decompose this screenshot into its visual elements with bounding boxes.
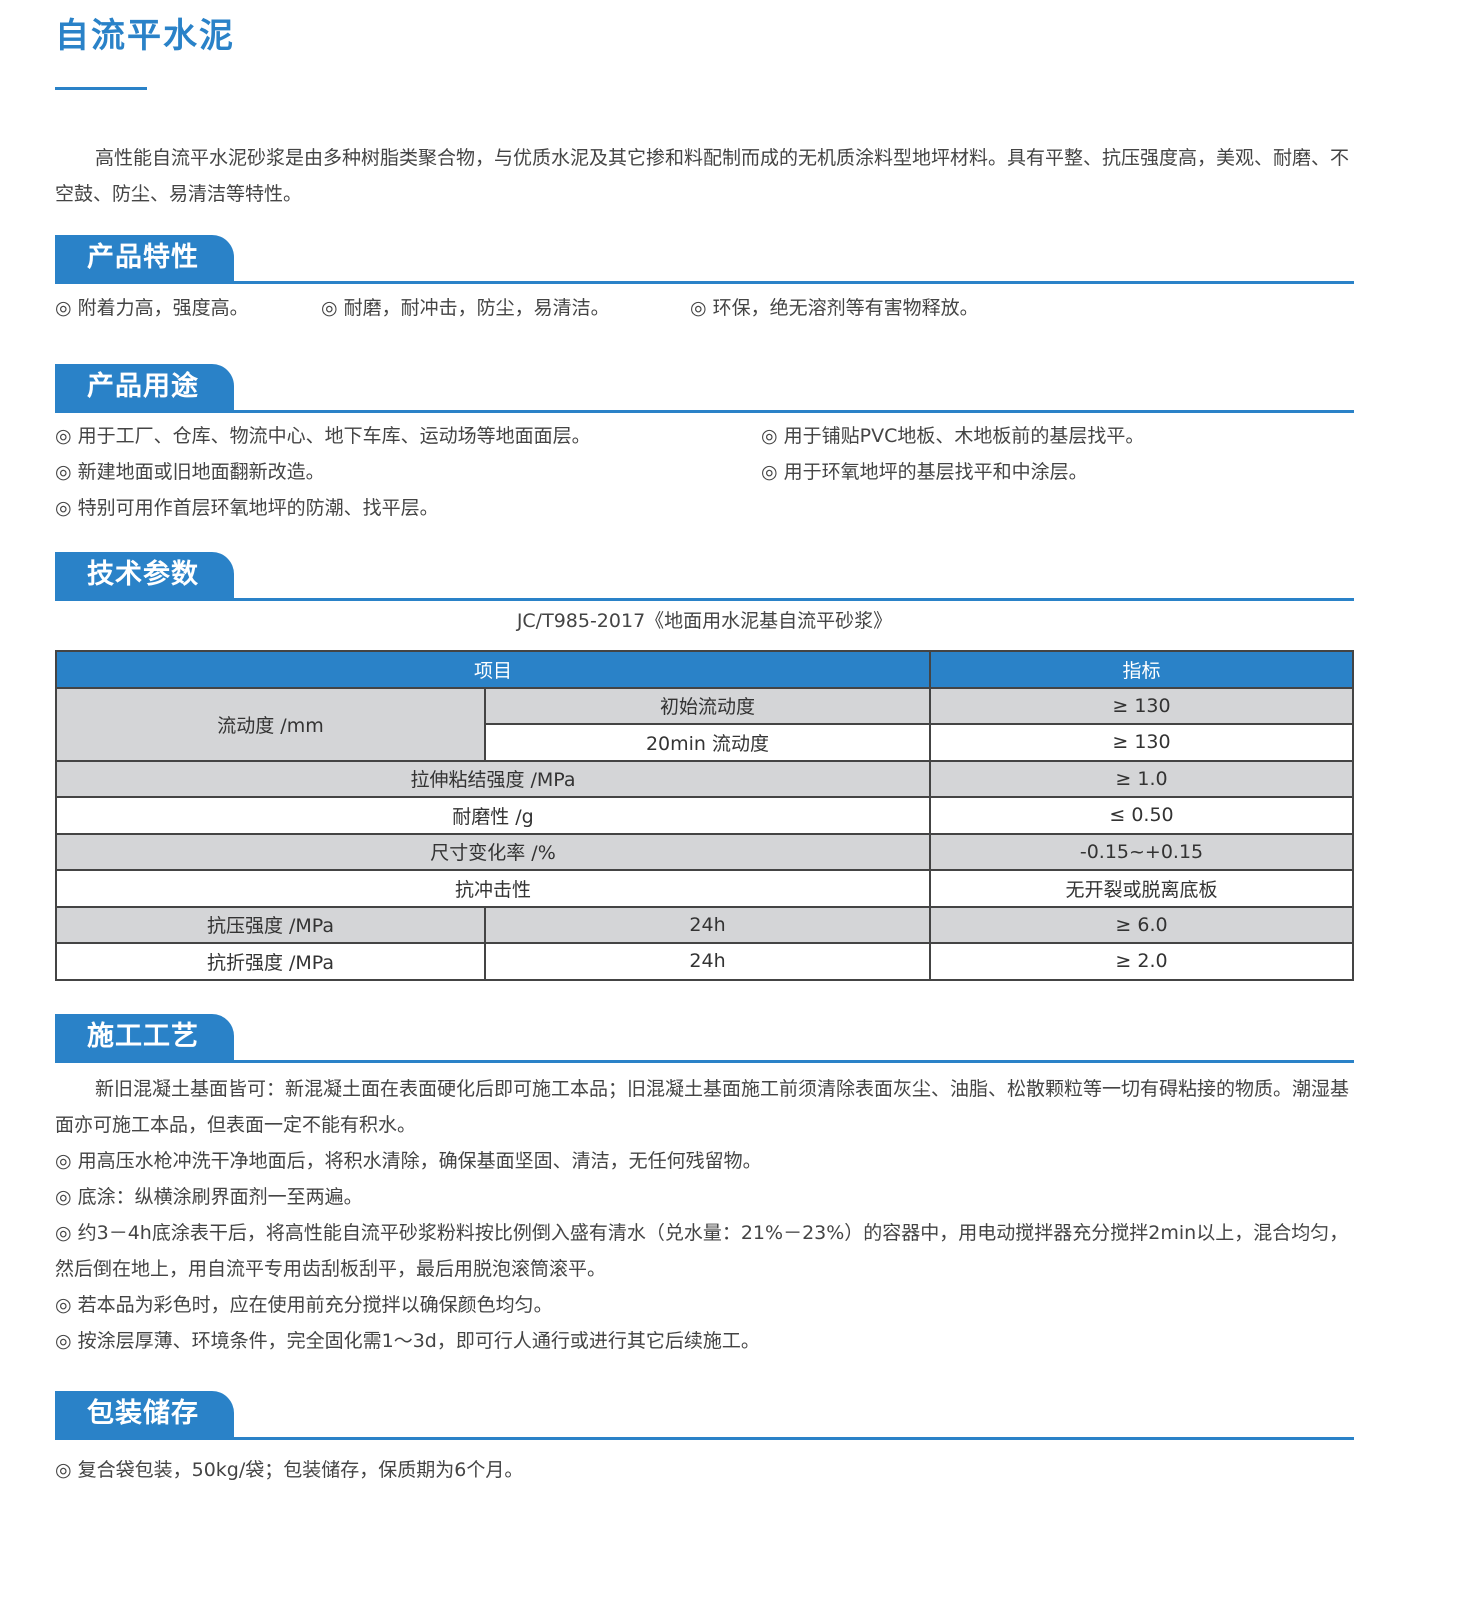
section-header-process: 施工工艺 [55,1014,1354,1063]
page-title: 自流平水泥 [55,16,235,56]
intro-paragraph: 高性能自流平水泥砂浆是由多种树脂类聚合物，与优质水泥及其它掺和料配制而成的无机质… [55,147,1350,205]
list-item: ◎ 新建地面或旧地面翻新改造。 [55,461,325,483]
section-title: 施工工艺 [55,1014,234,1060]
tech-params-table: 项目 指标 流动度 /mm 初始流动度 ≥ 130 20min 流动度 ≥ 130 拉伸… [55,650,1354,981]
list-item: ◎ 用于环氧地坪的基层找平和中涂层。 [761,461,1088,483]
list-item: ◎ 复合袋包装，50kg/袋；包装储存，保质期为6个月。 [55,1459,524,1481]
table-row: 20min 流动度 ≥ 130 [56,723,1354,762]
list-item: ◎ 若本品为彩色时，应在使用前充分搅拌以确保颜色均匀。 [55,1294,553,1316]
list-item: ◎ 底涂：纵横涂刷界面剂一至两遍。 [55,1186,363,1208]
section-header-features: 产品特性 [55,235,1354,284]
table-row: 抗冲击性 无开裂或脱离底板 [55,869,1354,908]
title-underline [55,87,147,90]
list-item: ◎ 特别可用作首层环氧地坪的防潮、找平层。 [55,497,439,519]
list-item: ◎ 环保，绝无溶剂等有害物释放。 [690,297,979,319]
section-title: 产品用途 [55,364,234,410]
section-title: 包装储存 [55,1391,234,1437]
process-intro: 新旧混凝土基面皆可：新混凝土面在表面硬化后即可施工本品；旧混凝土基面施工前须清除… [55,1078,1350,1136]
list-item: ◎ 耐磨，耐冲击，防尘，易清洁。 [321,297,610,319]
list-item: ◎ 附着力高，强度高。 [55,297,249,319]
table-row: 抗压强度 /MPa 24h ≥ 6.0 [55,905,1354,944]
features-list: ◎ 附着力高，强度高。 ◎ 耐磨，耐冲击，防尘，易清洁。 ◎ 环保，绝无溶剂等有… [55,290,1355,326]
table-row: 抗折强度 /MPa 24h ≥ 2.0 [55,942,1354,981]
header-value: 指标 [929,650,1354,689]
list-item: ◎ 用于铺贴PVC地板、木地板前的基层找平。 [761,425,1145,447]
section-title: 产品特性 [55,235,234,281]
section-title: 技术参数 [55,552,234,598]
table-row: 拉伸粘结强度 /MPa ≥ 1.0 [55,759,1354,798]
list-item: ◎ 用高压水枪冲洗干净地面后，将积水清除，确保基面坚固、清洁，无任何残留物。 [55,1150,762,1172]
section-header-uses: 产品用途 [55,364,1354,413]
table-row: 尺寸变化率 /% -0.15~+0.15 [55,832,1354,871]
section-header-tech: 技术参数 [55,552,1354,601]
section-header-storage: 包装储存 [55,1391,1354,1440]
uses-list: ◎ 用于工厂、仓库、物流中心、地下车库、运动场等地面面层。 ◎ 用于铺贴PVC地板… [55,418,1355,526]
process-content: 新旧混凝土基面皆可：新混凝土面在表面硬化后即可施工本品；旧混凝土基面施工前须清除… [55,1071,1355,1359]
standard-caption: JC/T985-2017《地面用水泥基自流平砂浆》 [516,610,893,632]
header-item: 项目 [55,650,931,689]
list-item: ◎ 按涂层厚薄、环境条件，完全固化需1～3d，即可行人通行或进行其它后续施工。 [55,1330,760,1352]
table-row: 耐磨性 /g ≤ 0.50 [55,796,1354,835]
table-row: 流动度 /mm 初始流动度 ≥ 130 [55,686,1354,762]
storage-list: ◎ 复合袋包装，50kg/袋；包装储存，保质期为6个月。 [55,1452,1355,1488]
list-item: ◎ 约3－4h底涂表干后，将高性能自流平砂浆粉料按比例倒入盛有清水（兑水量：21… [55,1222,1349,1280]
list-item: ◎ 用于工厂、仓库、物流中心、地下车库、运动场等地面面层。 [55,425,591,447]
